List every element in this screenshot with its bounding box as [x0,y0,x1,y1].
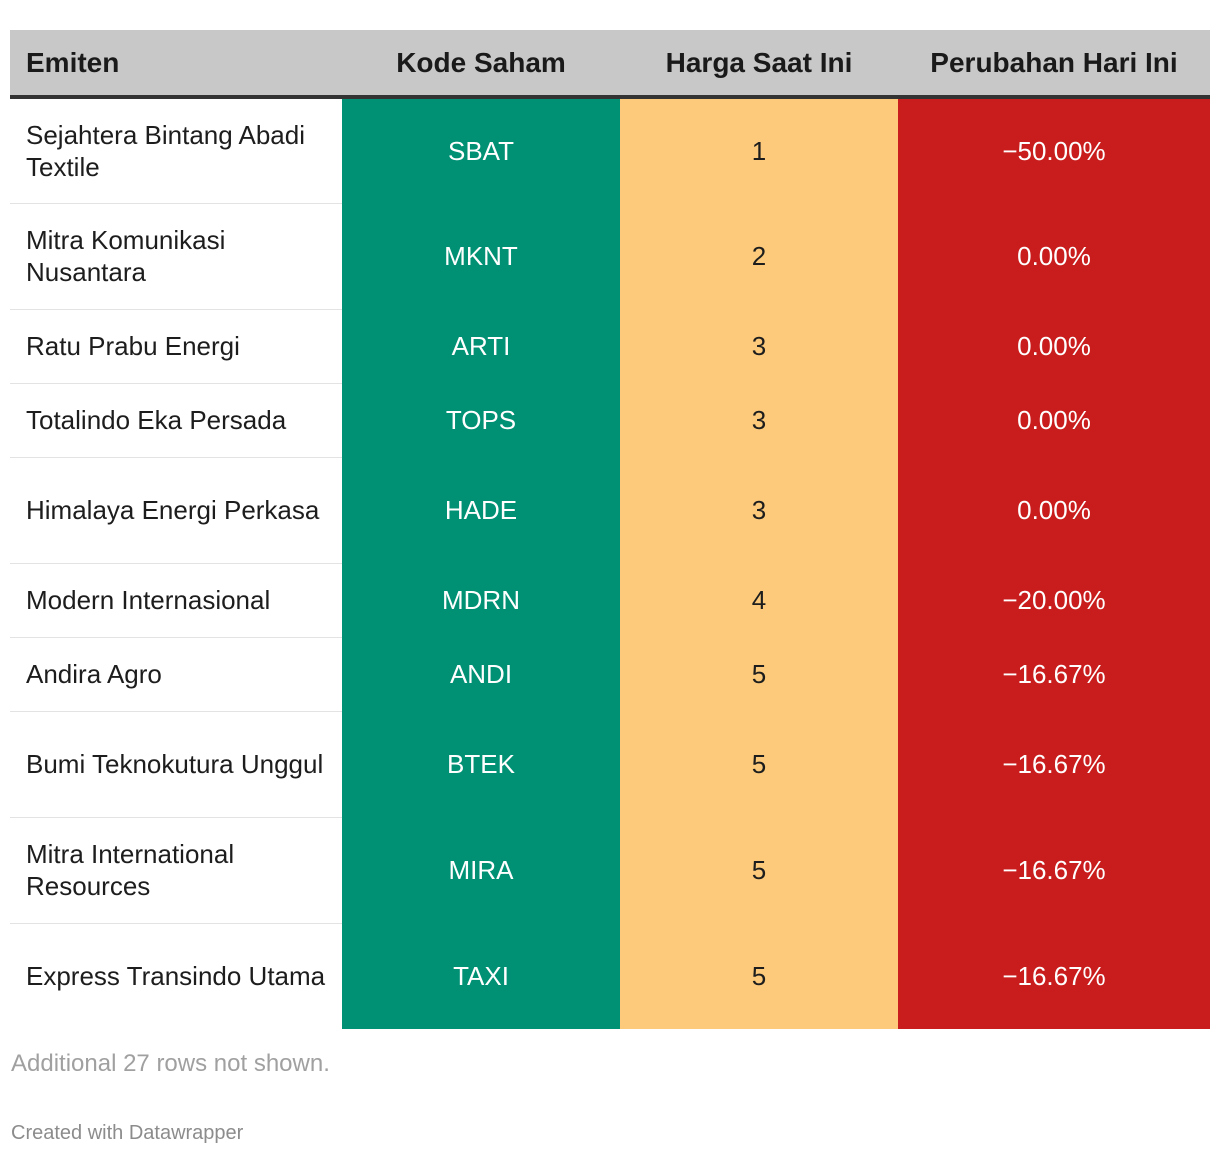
cell-harga: 3 [620,309,898,383]
cell-perubahan: 0.00% [898,383,1210,457]
table-row: Mitra Komunikasi Nusantara MKNT 2 0.00% [10,203,1210,310]
table-row: Andira Agro ANDI 5 −16.67% [10,637,1210,712]
cell-perubahan: −16.67% [898,817,1210,923]
table-row: Mitra International Resources MIRA 5 −16… [10,817,1210,924]
cell-emiten: Sejahtera Bintang Abadi Textile [10,97,342,204]
cell-kode-saham: TAXI [342,923,620,1029]
cell-emiten: Modern Internasional [10,563,342,638]
cell-harga: 2 [620,203,898,309]
cell-kode-saham: MIRA [342,817,620,923]
cell-perubahan: −16.67% [898,637,1210,711]
cell-kode-saham: HADE [342,457,620,563]
stock-table: Emiten Kode Saham Harga Saat Ini Perubah… [10,30,1210,1029]
column-header-emiten[interactable]: Emiten [10,30,342,99]
table-notes: Additional 27 rows not shown. [11,1050,330,1077]
table-row: Bumi Teknokutura Unggul BTEK 5 −16.67% [10,711,1210,818]
cell-perubahan: −16.67% [898,923,1210,1029]
table-row: Modern Internasional MDRN 4 −20.00% [10,563,1210,638]
cell-harga: 5 [620,711,898,817]
cell-kode-saham: TOPS [342,383,620,457]
table-row: Express Transindo Utama TAXI 5 −16.67% [10,923,1210,1029]
column-header-kode-saham[interactable]: Kode Saham [342,30,620,99]
cell-kode-saham: SBAT [342,97,620,203]
cell-harga: 4 [620,563,898,637]
cell-emiten: Ratu Prabu Energi [10,309,342,384]
cell-emiten: Totalindo Eka Persada [10,383,342,458]
cell-perubahan: −50.00% [898,97,1210,203]
cell-perubahan: 0.00% [898,203,1210,309]
cell-emiten: Express Transindo Utama [26,961,326,992]
cell-kode-saham: ARTI [342,309,620,383]
cell-perubahan: 0.00% [898,309,1210,383]
cell-kode-saham: MDRN [342,563,620,637]
cell-perubahan: −20.00% [898,563,1210,637]
table-row: Totalindo Eka Persada TOPS 3 0.00% [10,383,1210,458]
cell-perubahan: 0.00% [898,457,1210,563]
column-header-perubahan-hari-ini[interactable]: Perubahan Hari Ini [898,30,1210,99]
cell-emiten: Himalaya Energi Perkasa [10,457,342,564]
cell-harga: 3 [620,383,898,457]
table-row: Sejahtera Bintang Abadi Textile SBAT 1 −… [10,97,1210,204]
cell-harga: 3 [620,457,898,563]
cell-harga: 5 [620,923,898,1029]
datawrapper-credit[interactable]: Created with Datawrapper [11,1122,244,1144]
table-row: Himalaya Energi Perkasa HADE 3 0.00% [10,457,1210,564]
cell-harga: 5 [620,817,898,923]
cell-emiten: Andira Agro [10,637,342,712]
cell-kode-saham: BTEK [342,711,620,817]
cell-perubahan: −16.67% [898,711,1210,817]
table-row: Ratu Prabu Energi ARTI 3 0.00% [10,309,1210,384]
cell-harga: 5 [620,637,898,711]
column-header-harga-saat-ini[interactable]: Harga Saat Ini [620,30,898,99]
cell-harga: 1 [620,97,898,203]
cell-emiten: Bumi Teknokutura Unggul [10,711,342,818]
cell-kode-saham: ANDI [342,637,620,711]
cell-emiten: Mitra Komunikasi Nusantara [10,203,342,310]
table-header-row: Emiten Kode Saham Harga Saat Ini Perubah… [10,30,1210,99]
cell-kode-saham: MKNT [342,203,620,309]
data-table-container: Emiten Kode Saham Harga Saat Ini Perubah… [10,30,1210,1029]
cell-emiten: Mitra International Resources [10,817,342,924]
